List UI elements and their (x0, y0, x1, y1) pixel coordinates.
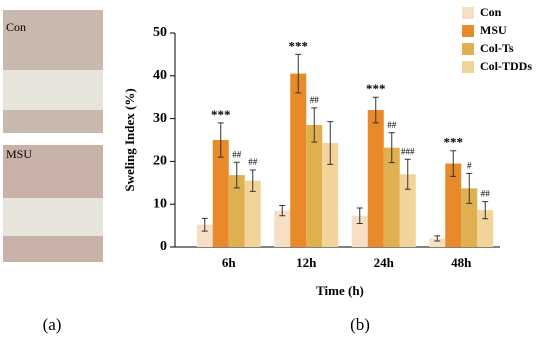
y-tick-label: 0 (160, 239, 167, 254)
bar (445, 163, 462, 247)
error-bar (217, 122, 224, 158)
photo-label: Con (6, 20, 26, 34)
legend-swatch (462, 43, 474, 55)
bar (351, 215, 368, 247)
bar (306, 125, 323, 247)
error-bar (233, 161, 240, 189)
y-tick-label: 30 (153, 111, 167, 126)
significance-label: ## (310, 95, 320, 105)
y-tick-label: 20 (153, 154, 167, 169)
legend-swatch (462, 25, 474, 37)
y-tick-label: 40 (153, 68, 167, 83)
error-bar (372, 96, 379, 124)
panel-label: (b) (350, 315, 370, 334)
significance-label: ### (401, 146, 415, 156)
bar (367, 110, 384, 247)
x-tick-label: 48h (451, 255, 472, 270)
error-bar (434, 235, 441, 242)
significance-label: ## (481, 189, 491, 199)
bar (322, 142, 339, 247)
bar (461, 188, 478, 247)
significance-label: *** (366, 81, 386, 96)
error-bar (327, 121, 334, 165)
significance-label: ## (232, 149, 242, 159)
bar (477, 210, 494, 247)
error-bar (279, 204, 286, 217)
bar (429, 238, 446, 247)
panel-label: (a) (43, 315, 62, 334)
legend-label: Con (480, 5, 502, 19)
bar (212, 140, 229, 247)
legend-swatch (462, 61, 474, 73)
x-tick-label: 12h (296, 255, 317, 270)
bar (290, 73, 307, 247)
photo-ruler (3, 198, 103, 236)
legend-label: MSU (480, 23, 507, 37)
bar (383, 147, 400, 247)
bar (244, 180, 261, 247)
significance-label: *** (444, 135, 464, 150)
error-bar (482, 201, 489, 220)
error-bar (450, 150, 457, 177)
error-bar (356, 207, 363, 224)
legend-label: Col-TDDs (480, 59, 532, 73)
x-axis-label: Time (h) (316, 283, 364, 298)
error-bar (404, 158, 411, 190)
error-bar (466, 172, 473, 204)
legend-label: Col-Ts (480, 41, 514, 55)
error-bar (295, 53, 302, 94)
bar (399, 174, 416, 247)
error-bar (201, 217, 208, 232)
y-tick-label: 50 (153, 25, 167, 40)
bar (228, 175, 245, 247)
significance-label: ## (248, 157, 258, 167)
bar (196, 224, 213, 247)
significance-label: *** (289, 38, 309, 53)
significance-label: *** (211, 107, 231, 122)
photo-ruler (3, 70, 103, 110)
photo-label: MSU (6, 147, 32, 161)
significance-label: # (467, 160, 472, 170)
significance-label: ## (387, 120, 397, 130)
legend-swatch (462, 7, 474, 19)
error-bar (311, 107, 318, 143)
x-tick-label: 6h (222, 255, 237, 270)
y-axis-label: Sweling Index (%) (122, 88, 137, 191)
error-bar (249, 169, 256, 192)
bar (274, 210, 291, 247)
y-tick-label: 10 (153, 196, 167, 211)
x-tick-label: 24h (374, 255, 395, 270)
error-bar (388, 132, 395, 164)
